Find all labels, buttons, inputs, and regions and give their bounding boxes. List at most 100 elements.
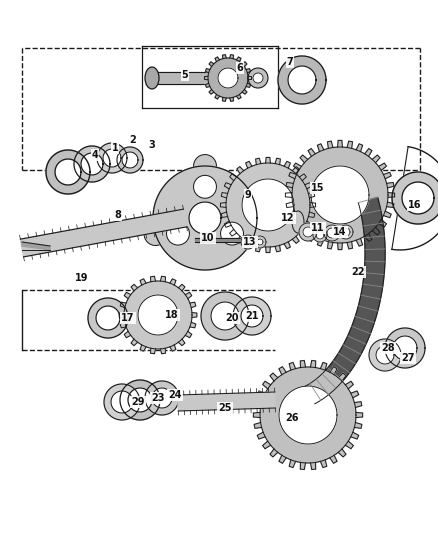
Polygon shape [316, 231, 324, 239]
Polygon shape [178, 339, 185, 345]
Polygon shape [151, 348, 155, 354]
Polygon shape [140, 279, 146, 285]
Polygon shape [263, 381, 271, 389]
Polygon shape [120, 380, 160, 420]
Polygon shape [313, 228, 327, 242]
Polygon shape [260, 367, 356, 463]
Polygon shape [318, 238, 324, 246]
Polygon shape [46, 150, 90, 194]
Polygon shape [215, 57, 219, 62]
Text: 1: 1 [112, 143, 118, 153]
Polygon shape [321, 460, 327, 467]
Polygon shape [111, 391, 133, 413]
Text: 4: 4 [92, 150, 99, 160]
Polygon shape [310, 203, 315, 207]
Polygon shape [230, 55, 233, 59]
Polygon shape [270, 449, 278, 457]
Text: 13: 13 [243, 237, 257, 247]
Polygon shape [242, 179, 294, 231]
Polygon shape [256, 158, 261, 165]
Polygon shape [284, 242, 290, 249]
Polygon shape [254, 236, 266, 248]
Text: 27: 27 [401, 353, 415, 363]
Text: 7: 7 [286, 57, 293, 67]
Polygon shape [376, 346, 394, 364]
Polygon shape [257, 432, 265, 439]
Polygon shape [242, 62, 247, 67]
Polygon shape [299, 174, 306, 181]
Text: 26: 26 [285, 413, 299, 423]
Polygon shape [392, 172, 438, 224]
Polygon shape [246, 69, 251, 73]
Polygon shape [131, 285, 138, 291]
Polygon shape [308, 212, 315, 217]
Polygon shape [372, 155, 380, 163]
Polygon shape [275, 158, 280, 165]
Polygon shape [145, 381, 179, 415]
Polygon shape [226, 163, 310, 247]
Text: 2: 2 [130, 135, 136, 145]
Polygon shape [22, 242, 50, 250]
Polygon shape [192, 312, 197, 318]
Polygon shape [88, 298, 128, 338]
Polygon shape [328, 141, 333, 148]
Polygon shape [263, 441, 271, 449]
Ellipse shape [145, 67, 159, 89]
Polygon shape [122, 152, 138, 168]
Circle shape [166, 222, 189, 245]
Polygon shape [117, 147, 143, 173]
Text: 22: 22 [351, 267, 365, 277]
Text: 11: 11 [311, 223, 325, 233]
Text: 21: 21 [245, 311, 259, 321]
Polygon shape [347, 241, 353, 249]
Polygon shape [385, 328, 425, 368]
Polygon shape [97, 143, 127, 173]
Polygon shape [246, 161, 252, 168]
Polygon shape [369, 339, 401, 371]
Polygon shape [21, 209, 187, 257]
Polygon shape [308, 233, 315, 241]
Polygon shape [218, 68, 238, 88]
Polygon shape [292, 167, 299, 174]
Text: 25: 25 [218, 403, 232, 413]
Polygon shape [286, 182, 293, 188]
Text: 5: 5 [182, 70, 188, 80]
Polygon shape [339, 225, 353, 239]
Polygon shape [254, 402, 261, 408]
Polygon shape [324, 225, 340, 241]
Text: 8: 8 [115, 210, 121, 220]
Polygon shape [190, 322, 196, 328]
Polygon shape [160, 348, 166, 354]
Polygon shape [208, 58, 248, 98]
Polygon shape [342, 228, 350, 236]
Polygon shape [393, 336, 417, 360]
Polygon shape [230, 174, 237, 181]
Polygon shape [286, 192, 292, 197]
Polygon shape [300, 360, 305, 368]
Polygon shape [140, 345, 146, 351]
Polygon shape [189, 202, 221, 234]
Polygon shape [321, 362, 327, 370]
Polygon shape [205, 76, 208, 80]
Text: 29: 29 [131, 397, 145, 407]
Polygon shape [311, 166, 369, 224]
Polygon shape [124, 332, 131, 337]
Polygon shape [246, 83, 251, 87]
Polygon shape [124, 293, 131, 298]
Polygon shape [55, 159, 81, 185]
Polygon shape [242, 90, 247, 94]
Polygon shape [248, 76, 251, 80]
Circle shape [221, 222, 244, 245]
Polygon shape [354, 402, 362, 408]
Polygon shape [356, 413, 363, 417]
Polygon shape [305, 221, 312, 227]
Polygon shape [131, 339, 138, 345]
Polygon shape [308, 192, 315, 198]
Polygon shape [328, 241, 333, 249]
Polygon shape [230, 229, 237, 236]
Polygon shape [209, 90, 214, 94]
Polygon shape [365, 233, 372, 241]
Polygon shape [265, 157, 270, 163]
Polygon shape [365, 149, 372, 157]
Polygon shape [178, 392, 275, 411]
